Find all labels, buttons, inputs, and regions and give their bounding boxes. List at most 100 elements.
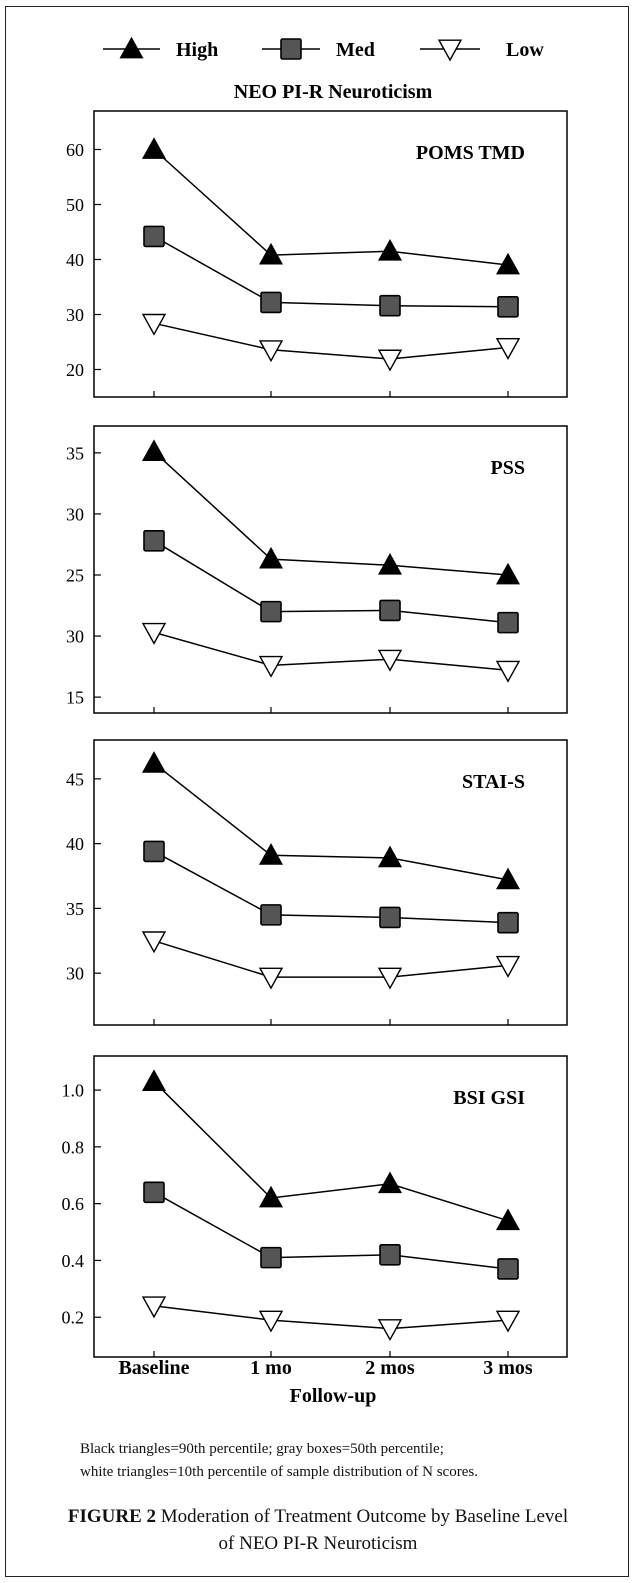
- data-point-med: [143, 529, 165, 552]
- data-point-high: [258, 1185, 284, 1208]
- data-point-med: [143, 840, 165, 863]
- data-point-low: [258, 655, 284, 678]
- data-point-med: [143, 1181, 165, 1204]
- panel-title: BSI GSI: [453, 1087, 525, 1109]
- series-low: [141, 931, 521, 990]
- series-low: [141, 622, 521, 683]
- legend-label: High: [176, 39, 218, 61]
- series-line-med: [153, 850, 509, 924]
- series-line-low: [153, 1305, 509, 1330]
- x-axis-label: Follow-up: [290, 1385, 377, 1407]
- y-tick-label: 15: [66, 688, 84, 708]
- y-tick-label: 0.8: [62, 1137, 85, 1157]
- panel-3: 45 40 35 30 STAI-S: [66, 739, 568, 1026]
- data-point-high: [377, 1171, 403, 1194]
- caption-text-line2: of NEO PI-R Neuroticism: [218, 1533, 418, 1554]
- note-line-2: white triangles=10th percentile of sampl…: [80, 1464, 478, 1480]
- data-point-med: [497, 911, 519, 934]
- data-point-low: [258, 340, 284, 363]
- figure-note: Black triangles=90th percentile; gray bo…: [80, 1438, 600, 1484]
- data-point-low: [258, 967, 284, 990]
- data-point-high: [377, 552, 403, 575]
- panel-border: [93, 425, 568, 714]
- legend-label: Med: [336, 39, 375, 61]
- y-tick-label: 20: [66, 360, 84, 380]
- panel-1: 60 50 40 30 20 POMS TMD: [66, 110, 568, 398]
- data-point-med: [379, 906, 401, 929]
- data-point-med: [497, 611, 519, 634]
- series-high: [141, 1069, 521, 1231]
- series-line-high: [153, 451, 509, 576]
- y-tick-label: 35: [66, 899, 84, 919]
- data-point-med: [379, 294, 401, 317]
- panel-2: 35 30 25 30 15 PSS: [66, 425, 568, 714]
- data-point-low: [141, 1296, 167, 1319]
- data-point-low: [141, 622, 167, 645]
- panels: 60 50 40 30 20 POMS TMD 35 30 25 30 15 PSS 45 40 35 30 S…: [62, 110, 568, 1379]
- figure-title: NEO PI-R Neuroticism: [234, 81, 433, 103]
- data-point-med: [260, 904, 282, 926]
- series-line-high: [153, 762, 509, 881]
- y-tick-label: 35: [66, 443, 84, 463]
- series-med: [143, 529, 519, 634]
- y-tick-label: 30: [66, 627, 84, 647]
- data-point-high: [377, 239, 403, 261]
- data-point-high: [495, 252, 521, 275]
- y-tick-label: 50: [66, 195, 84, 215]
- x-tick-label: 2 mos: [365, 1357, 415, 1379]
- data-point-med: [497, 1258, 519, 1280]
- data-point-low: [377, 649, 403, 672]
- series-med: [143, 225, 519, 318]
- series-line-med: [153, 540, 509, 624]
- y-tick-label: 45: [66, 769, 84, 789]
- caption-text: Moderation of Treatment Outcome by Basel…: [156, 1506, 569, 1527]
- y-tick-label: 30: [66, 964, 84, 984]
- data-point-low: [377, 1319, 403, 1342]
- data-point-med: [260, 291, 282, 314]
- y-tick-label: 0.6: [62, 1194, 85, 1214]
- data-point-low: [495, 955, 521, 978]
- series-line-low: [153, 322, 509, 360]
- legend-marker-low: [437, 39, 463, 62]
- data-point-low: [495, 660, 521, 683]
- y-tick-label: 40: [66, 250, 84, 270]
- data-point-high: [141, 137, 167, 159]
- series-line-high: [153, 1081, 509, 1222]
- panel-title: POMS TMD: [416, 142, 525, 164]
- data-point-low: [377, 349, 403, 372]
- data-point-med: [379, 599, 401, 622]
- y-tick-label: 40: [66, 834, 84, 854]
- series-high: [141, 439, 521, 585]
- data-point-high: [258, 843, 284, 865]
- panel-title: STAI-S: [462, 771, 525, 793]
- series-med: [143, 840, 519, 934]
- x-tick-label: Baseline: [118, 1357, 189, 1379]
- series-line-low: [153, 940, 509, 978]
- x-tick-label: 1 mo: [250, 1357, 292, 1379]
- y-tick-label: 30: [66, 504, 84, 524]
- data-point-med: [260, 600, 282, 623]
- data-point-med: [143, 225, 165, 248]
- panel-border: [93, 110, 568, 398]
- data-point-low: [258, 1310, 284, 1333]
- data-point-high: [258, 546, 284, 569]
- series-line-med: [153, 235, 509, 308]
- data-point-med: [379, 1243, 401, 1266]
- panel-4: 1.0 0.8 0.6 0.4 0.2 BSI GSI Baseline 1 mo 2 mos 3…: [62, 1055, 568, 1379]
- data-point-high: [495, 562, 521, 585]
- data-point-med: [260, 1246, 282, 1269]
- data-point-high: [141, 751, 167, 773]
- series-line-low: [153, 631, 509, 672]
- legend-item-med: Med: [262, 38, 375, 61]
- panel-title: PSS: [491, 457, 525, 479]
- data-point-low: [495, 338, 521, 360]
- figure-frame: [5, 6, 629, 1577]
- legend-marker-high: [119, 36, 144, 59]
- series-high: [141, 751, 521, 890]
- y-tick-label: 30: [66, 305, 84, 325]
- data-point-high: [495, 867, 521, 890]
- series-line-med: [153, 1191, 509, 1270]
- data-point-high: [377, 845, 403, 868]
- note-line-1: Black triangles=90th percentile; gray bo…: [80, 1441, 444, 1457]
